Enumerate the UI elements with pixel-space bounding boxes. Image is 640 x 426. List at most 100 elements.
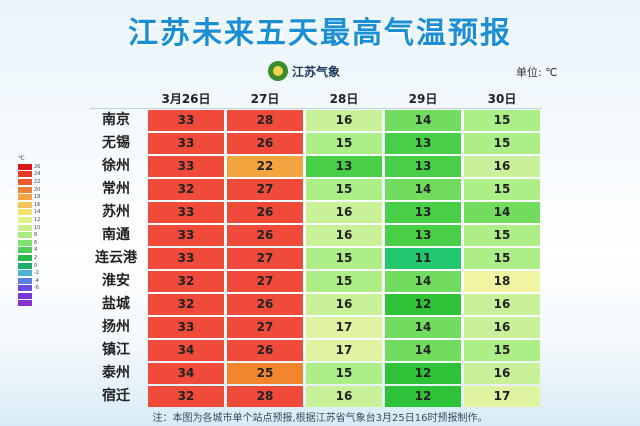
legend-label: 20 — [34, 186, 41, 193]
header-divider — [90, 108, 542, 109]
legend-label: 6 — [34, 239, 38, 246]
legend-row: -2 — [18, 269, 48, 277]
legend-label: 14 — [34, 209, 41, 216]
legend-swatch — [18, 262, 32, 269]
temperature-cell: 16 — [306, 294, 382, 315]
temperature-cell: 15 — [306, 179, 382, 200]
temperature-cell: 26 — [227, 225, 303, 246]
legend-label: -2 — [34, 270, 39, 277]
temperature-cell: 16 — [306, 110, 382, 131]
temperature-cell: 18 — [464, 271, 540, 292]
temperature-cell: 15 — [464, 110, 540, 131]
temperature-cell: 32 — [148, 294, 224, 315]
temperature-cell: 12 — [385, 363, 461, 384]
legend-row: 14 — [18, 209, 48, 217]
temperature-cell: 16 — [306, 225, 382, 246]
temperature-cell: 15 — [464, 179, 540, 200]
unit-label: 单位: ℃ — [516, 66, 558, 79]
temperature-cell: 15 — [464, 225, 540, 246]
temperature-cell: 26 — [227, 133, 303, 154]
temperature-cell: 16 — [306, 202, 382, 223]
legend-label: 0 — [34, 262, 38, 269]
city-label: 扬州 — [102, 319, 130, 335]
legend-row: 8 — [18, 231, 48, 239]
temperature-cell: 33 — [148, 248, 224, 269]
legend-label: -6 — [34, 285, 39, 292]
temperature-cell: 27 — [227, 179, 303, 200]
temperature-cell: 16 — [464, 317, 540, 338]
temperature-cell: 14 — [385, 340, 461, 361]
legend-swatch — [18, 186, 32, 193]
city-label: 常州 — [102, 181, 130, 197]
footnote: 注：本图为各城市单个站点预报,根据江苏省气象台3月25日16时预报制作。 — [152, 413, 488, 424]
temperature-cell: 16 — [464, 156, 540, 177]
legend-label: 8 — [34, 232, 38, 239]
legend-unit: ℃ — [18, 155, 25, 162]
temperature-cell: 16 — [464, 294, 540, 315]
temperature-cell: 15 — [464, 340, 540, 361]
legend-label: 26 — [34, 163, 41, 170]
temperature-cell: 27 — [227, 248, 303, 269]
temperature-cell: 33 — [148, 225, 224, 246]
city-label: 盐城 — [102, 296, 130, 312]
temperature-cell: 22 — [227, 156, 303, 177]
city-label: 连云港 — [95, 250, 137, 266]
temperature-cell: 13 — [385, 133, 461, 154]
date-header: 29日 — [408, 92, 438, 106]
date-header: 30日 — [487, 92, 517, 106]
legend-swatch — [18, 209, 32, 216]
legend-swatch — [18, 216, 32, 223]
temperature-cell: 33 — [148, 133, 224, 154]
temperature-cell: 13 — [385, 202, 461, 223]
logo-text: 江苏气象 — [292, 64, 341, 79]
temperature-cell: 12 — [385, 294, 461, 315]
legend-row: 26 — [18, 163, 48, 171]
temperature-cell: 17 — [306, 317, 382, 338]
legend-label: 18 — [34, 194, 41, 201]
temperature-cell: 16 — [464, 363, 540, 384]
temperature-cell: 15 — [306, 133, 382, 154]
temperature-cell: 32 — [148, 271, 224, 292]
legend-swatch — [18, 201, 32, 208]
temperature-cell: 15 — [306, 248, 382, 269]
legend-swatch — [18, 232, 32, 239]
legend-swatch — [18, 254, 32, 261]
temperature-cell: 34 — [148, 340, 224, 361]
temperature-cell: 15 — [306, 363, 382, 384]
temperature-cell: 17 — [464, 386, 540, 407]
brand-logo: 江苏气象 — [268, 60, 340, 82]
page-title: 江苏未来五天最高气温预报 — [128, 16, 512, 51]
temperature-cell: 33 — [148, 202, 224, 223]
legend-row: 22 — [18, 178, 48, 186]
legend-row: 16 — [18, 201, 48, 209]
legend-swatch — [18, 194, 32, 201]
legend-swatch — [18, 277, 32, 284]
temperature-cell: 33 — [148, 110, 224, 131]
temperature-cell: 15 — [464, 133, 540, 154]
city-label: 宿迁 — [102, 388, 130, 404]
temperature-cell: 14 — [464, 202, 540, 223]
legend-row: -6 — [18, 285, 48, 293]
city-label: 淮安 — [102, 273, 130, 289]
legend-row: -4 — [18, 277, 48, 285]
temperature-cell: 11 — [385, 248, 461, 269]
legend-swatch — [18, 270, 32, 277]
temperature-cell: 26 — [227, 340, 303, 361]
temperature-cell: 14 — [385, 179, 461, 200]
temperature-cell: 12 — [385, 386, 461, 407]
temperature-cell: 32 — [148, 386, 224, 407]
legend-label: 2 — [34, 254, 38, 261]
legend-label: -4 — [34, 277, 39, 284]
legend-label: 22 — [34, 178, 41, 185]
city-label: 南通 — [102, 227, 130, 243]
city-label: 无锡 — [102, 135, 130, 151]
temperature-cell: 13 — [385, 156, 461, 177]
legend-swatch — [18, 285, 32, 292]
legend-row: 18 — [18, 193, 48, 201]
legend-label: 4 — [34, 247, 38, 254]
date-header: 28日 — [329, 92, 359, 106]
legend-row: 2 — [18, 254, 48, 262]
temperature-cell: 14 — [385, 317, 461, 338]
legend-row — [18, 300, 48, 308]
temperature-cell: 27 — [227, 317, 303, 338]
